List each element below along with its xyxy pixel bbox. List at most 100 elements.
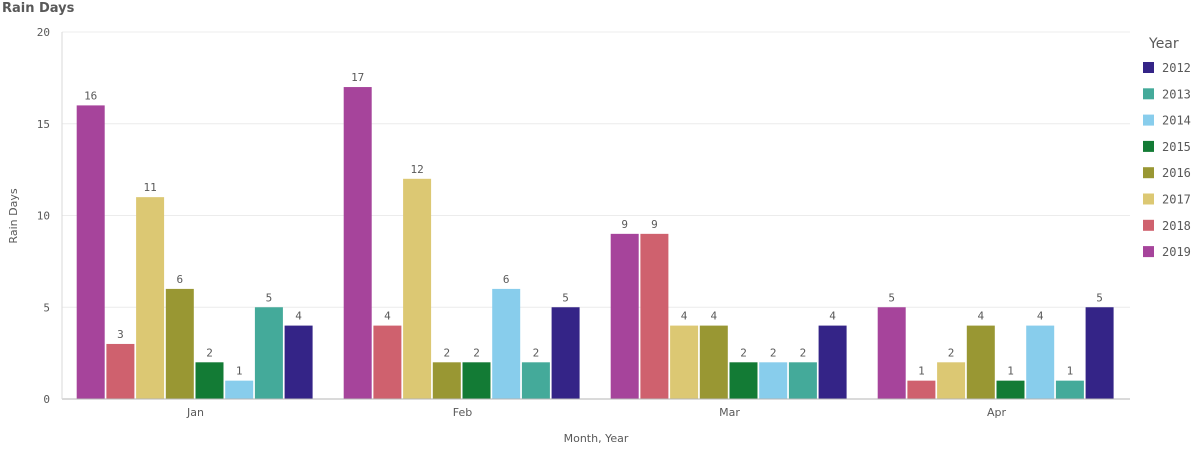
bar-jan-2015[interactable]: [195, 362, 224, 399]
legend-label: 2019: [1162, 245, 1191, 259]
legend-item-2015[interactable]: 2015: [1143, 140, 1191, 154]
data-label: 9: [621, 218, 628, 231]
bar-apr-2015[interactable]: [996, 380, 1025, 399]
bar-mar-2015[interactable]: [729, 362, 758, 399]
bar-jan-2013[interactable]: [254, 307, 283, 399]
gridlines: [62, 31, 1130, 308]
data-label: 5: [1096, 291, 1103, 304]
bar-feb-2016[interactable]: [432, 362, 461, 399]
bar-mar-2017[interactable]: [670, 325, 699, 399]
bar-apr-2018[interactable]: [907, 380, 936, 399]
y-axis-ticks: 0 5 10 15 20: [37, 26, 50, 406]
y-tick-label: 10: [37, 210, 50, 223]
bar-mar-2014[interactable]: [759, 362, 788, 399]
legend-swatch: [1143, 193, 1154, 205]
data-label: 9: [651, 218, 658, 231]
data-label: 1: [1067, 365, 1074, 378]
bar-apr-2019[interactable]: [877, 307, 906, 399]
bar-apr-2012[interactable]: [1085, 307, 1114, 399]
data-label: 1: [918, 365, 925, 378]
x-axis-label: Month, Year: [564, 432, 629, 445]
data-label: 17: [351, 71, 364, 84]
legend-swatch: [1143, 88, 1154, 100]
data-label: 4: [710, 310, 717, 323]
bar-feb-2019[interactable]: [343, 87, 372, 400]
y-axis-label: Rain Days: [7, 188, 20, 243]
bar-feb-2013[interactable]: [521, 362, 550, 399]
data-label: 3: [117, 328, 124, 341]
legend-label: 2018: [1162, 219, 1191, 233]
data-label: 2: [443, 346, 450, 359]
data-label: 4: [295, 310, 302, 323]
bar-mar-2018[interactable]: [640, 233, 669, 399]
bar-feb-2018[interactable]: [373, 325, 402, 399]
data-label: 4: [829, 310, 836, 323]
y-tick-label: 5: [43, 301, 50, 314]
bar-apr-2017[interactable]: [937, 362, 966, 399]
legend-label: 2012: [1162, 61, 1191, 75]
bar-mar-2013[interactable]: [788, 362, 817, 399]
bars: [76, 87, 1114, 400]
legend-item-2019[interactable]: 2019: [1143, 245, 1191, 259]
legend-item-2017[interactable]: 2017: [1143, 193, 1191, 207]
data-label: 6: [503, 273, 510, 286]
x-tick-label: Jan: [186, 406, 204, 419]
bar-feb-2012[interactable]: [551, 307, 580, 399]
legend-swatch: [1143, 114, 1154, 126]
legend-label: 2013: [1162, 87, 1191, 101]
x-axis-ticks: Jan Feb Mar Apr: [186, 406, 1006, 419]
bar-feb-2014[interactable]: [492, 288, 521, 399]
x-tick-label: Apr: [987, 406, 1007, 419]
y-tick-label: 15: [37, 118, 50, 131]
bar-jan-2019[interactable]: [76, 105, 105, 400]
data-label: 2: [740, 346, 747, 359]
legend-swatch: [1143, 140, 1154, 152]
y-tick-label: 20: [37, 26, 50, 39]
x-tick-label: Feb: [453, 406, 472, 419]
legend-item-2014[interactable]: 2014: [1143, 114, 1191, 128]
bar-mar-2019[interactable]: [610, 233, 639, 399]
data-label: 12: [410, 163, 423, 176]
legend-swatch: [1143, 246, 1154, 258]
legend-swatch: [1143, 62, 1154, 73]
data-label: 11: [143, 181, 156, 194]
legend: Year 2012 2013 2014 2015 2016 2017 2018 2019: [1143, 36, 1191, 259]
data-label: 5: [266, 291, 273, 304]
bar-jan-2016[interactable]: [165, 288, 194, 399]
bar-apr-2013[interactable]: [1055, 380, 1084, 399]
bar-mar-2016[interactable]: [699, 325, 728, 399]
bar-jan-2017[interactable]: [136, 197, 165, 399]
legend-item-2012[interactable]: 2012: [1143, 61, 1191, 75]
data-label: 4: [681, 310, 688, 323]
data-label: 2: [948, 346, 955, 359]
bar-jan-2014[interactable]: [225, 380, 254, 399]
data-label: 2: [800, 346, 807, 359]
data-label: 4: [384, 310, 391, 323]
bar-feb-2017[interactable]: [403, 178, 432, 399]
bar-mar-2012[interactable]: [818, 325, 847, 399]
bar-feb-2015[interactable]: [462, 362, 491, 399]
data-label: 4: [1037, 310, 1044, 323]
data-label: 6: [176, 273, 183, 286]
bar-jan-2012[interactable]: [284, 325, 313, 399]
legend-label: 2015: [1162, 140, 1191, 154]
legend-label: 2017: [1162, 193, 1191, 207]
legend-swatch: [1143, 167, 1154, 179]
data-label: 5: [562, 291, 569, 304]
bar-jan-2018[interactable]: [106, 343, 135, 399]
x-tick-label: Mar: [719, 406, 740, 419]
y-tick-label: 0: [43, 393, 50, 406]
legend-item-2013[interactable]: 2013: [1143, 87, 1191, 101]
data-label: 16: [84, 89, 97, 102]
legend-label: 2014: [1162, 114, 1191, 128]
legend-title: Year: [1148, 36, 1179, 52]
data-label: 2: [533, 346, 540, 359]
chart-title: Rain Days: [2, 1, 75, 16]
legend-item-2018[interactable]: 2018: [1143, 219, 1191, 233]
data-label: 2: [770, 346, 777, 359]
bar-apr-2014[interactable]: [1026, 325, 1055, 399]
legend-item-2016[interactable]: 2016: [1143, 166, 1191, 180]
bar-apr-2016[interactable]: [966, 325, 995, 399]
